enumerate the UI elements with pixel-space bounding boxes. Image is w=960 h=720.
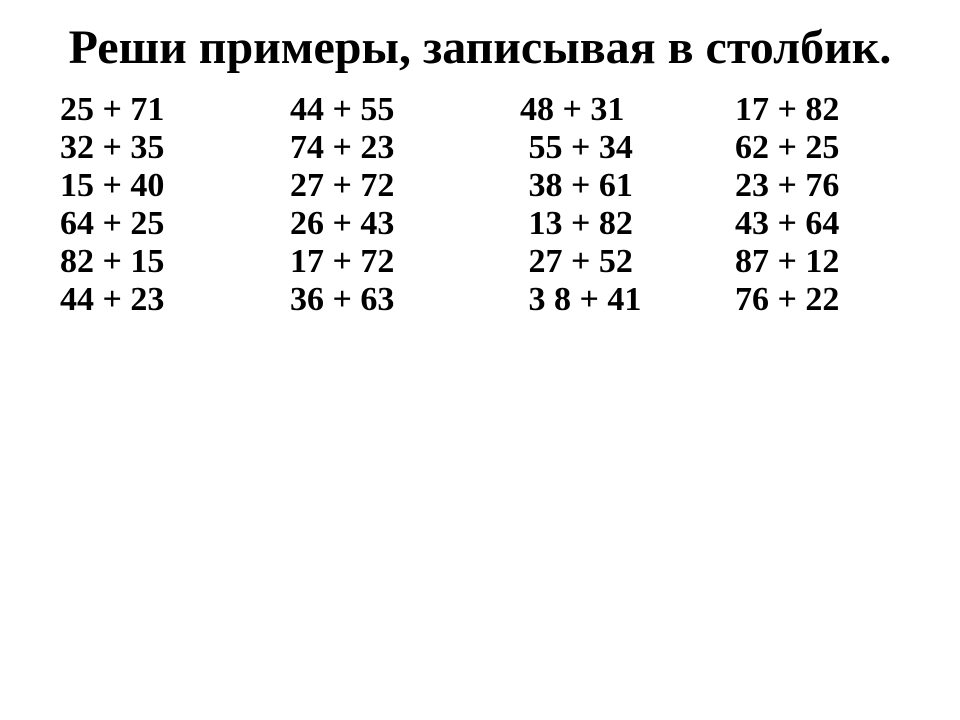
problems-grid: 25 + 71 44 + 55 48 + 31 17 + 82 32 + 35 … xyxy=(60,91,900,319)
problem-cell: 55 + 34 xyxy=(480,129,690,167)
problem-cell: 27 + 72 xyxy=(270,167,480,205)
problem-cell: 62 + 25 xyxy=(690,129,900,167)
problem-cell: 15 + 40 xyxy=(60,167,270,205)
problem-cell: 13 + 82 xyxy=(480,205,690,243)
problem-cell: 23 + 76 xyxy=(690,167,900,205)
problem-cell: 32 + 35 xyxy=(60,129,270,167)
problem-cell: 17 + 82 xyxy=(690,91,900,129)
problem-cell: 48 + 31 xyxy=(480,91,690,129)
page-title: Реши примеры, записывая в столбик. xyxy=(60,20,900,77)
problem-cell: 43 + 64 xyxy=(690,205,900,243)
problem-cell: 87 + 12 xyxy=(690,243,900,281)
problem-cell: 26 + 43 xyxy=(270,205,480,243)
problem-cell: 44 + 55 xyxy=(270,91,480,129)
problem-cell: 82 + 15 xyxy=(60,243,270,281)
problem-cell: 64 + 25 xyxy=(60,205,270,243)
problem-cell: 44 + 23 xyxy=(60,281,270,319)
problem-cell: 74 + 23 xyxy=(270,129,480,167)
problem-cell: 25 + 71 xyxy=(60,91,270,129)
problem-cell: 76 + 22 xyxy=(690,281,900,319)
worksheet-page: Реши примеры, записывая в столбик. 25 + … xyxy=(0,0,960,720)
problem-cell: 3 8 + 41 xyxy=(480,281,690,319)
problem-cell: 27 + 52 xyxy=(480,243,690,281)
problem-cell: 36 + 63 xyxy=(270,281,480,319)
problem-cell: 17 + 72 xyxy=(270,243,480,281)
problem-cell: 38 + 61 xyxy=(480,167,690,205)
